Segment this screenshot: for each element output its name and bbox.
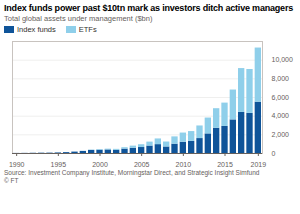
svg-text:8,000: 8,000 [272,75,290,82]
html-text:Source: Investment Company Ins: Source: Investment Company Institute, Mo… [4,169,260,176]
svg-text:1990: 1990 [9,161,25,168]
svg-text:2015: 2015 [217,161,233,168]
svg-text:10,000: 10,000 [272,56,294,63]
svg-text:6,000: 6,000 [272,94,290,101]
svg-text:4,000: 4,000 [272,112,290,119]
html-text:Total global assets under mana: Total global assets under management ($b… [4,14,153,23]
html-text:Index funds: Index funds [17,25,56,34]
html-text:© FT: © FT [4,177,19,184]
svg-text:1995: 1995 [51,161,67,168]
svg-text:2,000: 2,000 [272,131,290,138]
html-text:ETFs: ETFs [78,25,97,34]
svg-text:0: 0 [272,150,276,157]
svg-text:2010: 2010 [176,161,192,168]
html-text:Index funds power past $10tn m: Index funds power past $10tn mark as inv… [4,3,293,13]
svg-text:2000: 2000 [92,161,108,168]
svg-text:2019: 2019 [251,161,267,168]
svg-text:2005: 2005 [134,161,150,168]
